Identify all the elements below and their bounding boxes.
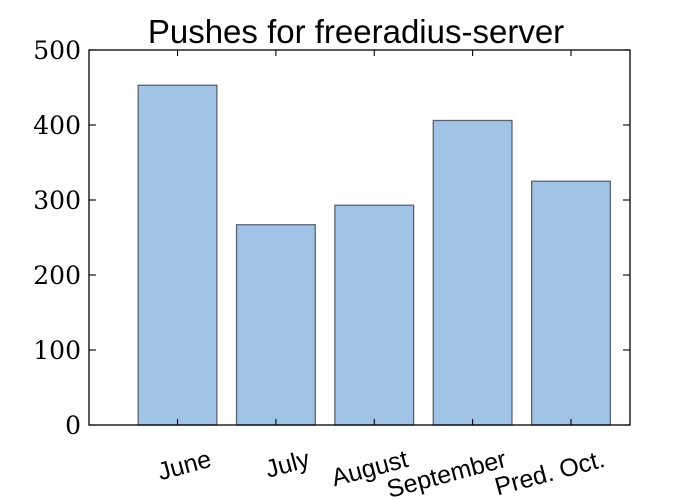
y-tick-label: 200 (33, 261, 81, 290)
y-tick-label: 100 (33, 336, 81, 365)
bar-august (334, 204, 415, 426)
plot-frame (88, 49, 631, 426)
bar-july (235, 224, 316, 426)
y-tick-label: 300 (33, 186, 81, 215)
bar-june (137, 84, 218, 426)
y-tick-label: 400 (33, 111, 81, 140)
y-axis: 0 100 200 300 400 500 (33, 36, 630, 440)
x-tick-label: June (155, 445, 215, 486)
x-tick-label: July (262, 445, 313, 484)
y-tick-label: 500 (33, 36, 81, 65)
x-tick-label: Pred. Oct. (492, 445, 608, 500)
y-tick-label: 0 (65, 411, 81, 440)
bar-september (432, 119, 513, 426)
chart-title: Pushes for freeradius-server (148, 13, 564, 50)
bar-pred-oct (530, 180, 611, 426)
bars-group (137, 84, 611, 426)
